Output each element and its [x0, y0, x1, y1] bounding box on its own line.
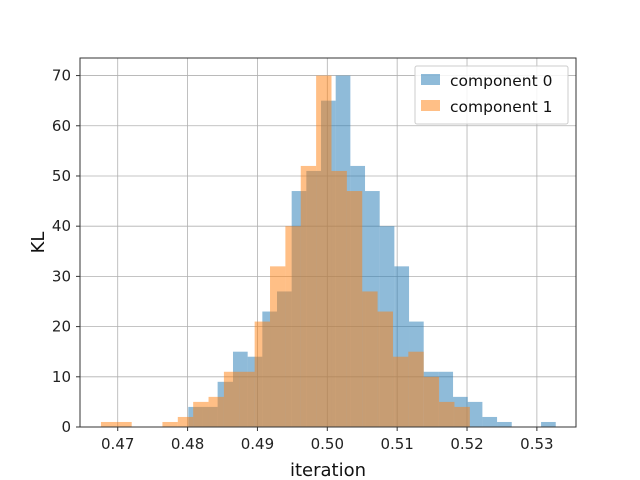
histogram-bar-component-1 — [316, 75, 332, 428]
histogram-bar-component-1 — [208, 396, 224, 427]
histogram-bar-component-1 — [285, 226, 301, 427]
legend-box — [414, 65, 569, 125]
histogram-bar-component-1 — [223, 371, 240, 427]
histogram-bar-component-1 — [392, 356, 409, 427]
histogram-bar-component-0 — [497, 421, 512, 427]
x-tick-label: 0.50 — [311, 435, 344, 453]
x-tick-label: 0.49 — [241, 435, 274, 453]
histogram-bar-component-1 — [193, 401, 209, 427]
histogram-bar-component-1 — [377, 311, 393, 427]
histogram-bar-component-1 — [300, 165, 317, 427]
x-tick-label: 0.53 — [520, 435, 553, 453]
y-tick-label: 60 — [52, 117, 71, 135]
histogram-bar-component-1 — [177, 416, 194, 427]
histogram-bar-component-1 — [100, 421, 117, 427]
histogram-bar-component-1 — [362, 291, 378, 427]
histogram-bar-component-1 — [331, 170, 347, 428]
histogram-bar-component-1 — [116, 421, 132, 427]
y-tick-label: 50 — [52, 167, 71, 185]
legend-swatch-component-1 — [421, 100, 440, 111]
axes-frame — [79, 57, 577, 428]
x-axis-label: iteration — [290, 460, 366, 480]
bars — [100, 75, 556, 428]
x-tick-label: 0.48 — [171, 435, 204, 453]
plot-area: 0.47 0.48 0.49 0.50 0.51 0.52 0.53 0 10 20 30 40 50 6… — [52, 57, 577, 453]
histogram-bar-component-1 — [408, 351, 424, 427]
histogram-bar-component-1 — [423, 376, 440, 427]
y-tick-label: 40 — [52, 217, 71, 235]
y-tick-label: 20 — [52, 318, 71, 336]
histogram-bar-component-0 — [541, 421, 556, 427]
legend-label-component-1: component 1 — [450, 98, 552, 116]
y-tick-label: 70 — [52, 67, 71, 85]
legend: component 0 component 1 — [414, 65, 569, 125]
y-tick-label: 0 — [61, 418, 71, 436]
y-tick-label: 30 — [52, 267, 71, 285]
histogram-bar-component-1 — [270, 266, 286, 427]
x-tick-label: 0.52 — [450, 435, 483, 453]
ticks: 0.47 0.48 0.49 0.50 0.51 0.52 0.53 0 10 20 30 40 50 6… — [52, 67, 554, 453]
histogram-bar-component-1 — [454, 406, 470, 427]
histogram-bar-component-1 — [439, 401, 455, 427]
histogram-bar-component-1 — [162, 421, 178, 427]
histogram-bar-component-1 — [346, 191, 363, 427]
legend-swatch-component-0 — [421, 74, 440, 85]
x-tick-label: 0.47 — [101, 435, 134, 453]
y-tick-label: 10 — [52, 368, 71, 386]
histogram-bar-component-0 — [467, 401, 483, 427]
x-tick-label: 0.51 — [380, 435, 413, 453]
histogram-bar-component-1 — [254, 321, 271, 427]
series-component-1 — [100, 75, 470, 428]
legend-label-component-0: component 0 — [450, 72, 552, 90]
y-axis-label: KL — [28, 232, 49, 254]
histogram-bar-component-1 — [239, 371, 255, 427]
histogram-bar-component-0 — [482, 416, 498, 427]
